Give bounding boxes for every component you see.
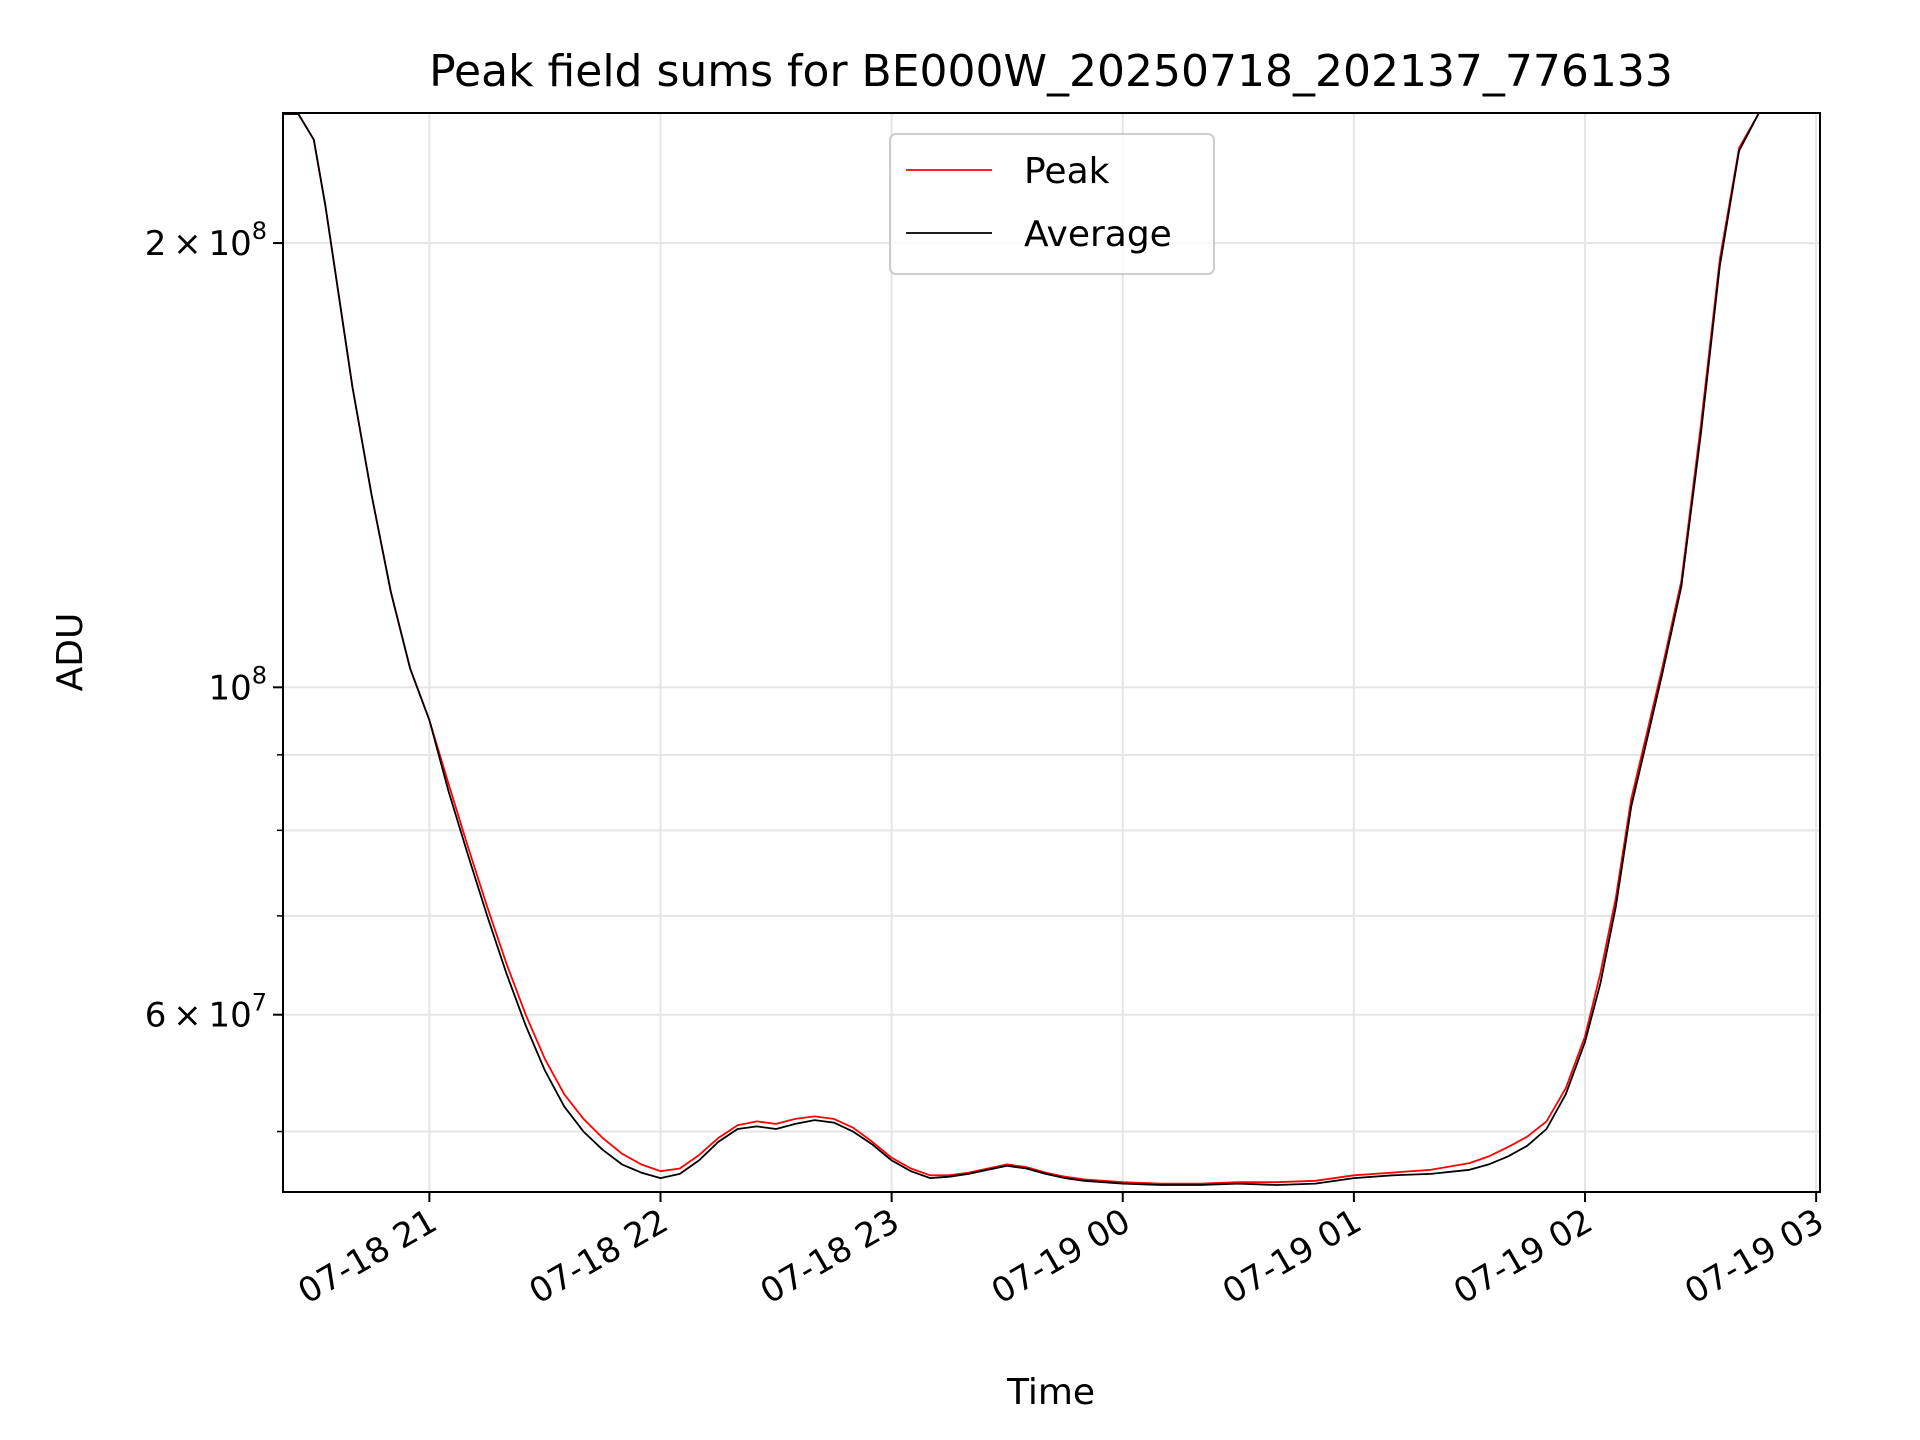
legend-label-peak: Peak [1024,151,1110,192]
series-layer [283,113,1760,1186]
legend-label-average: Average [1024,214,1172,255]
x-axis-title: Time [1006,1372,1095,1413]
y-tick-label: 6 × 107 [145,989,267,1036]
grid [283,113,1820,1192]
y-axis-title: ADU [50,613,91,692]
plot-frame [282,112,1821,1193]
chart-title: Peak field sums for BE000W_20250718_2021… [429,46,1673,97]
series-line-peak [283,113,1760,1185]
series-line-average [283,113,1760,1186]
legend-box [889,133,1215,275]
legend: Peak Average [889,133,1215,275]
y-tick-label: 2 × 108 [145,217,267,264]
y-tick-label: 108 [208,661,267,708]
